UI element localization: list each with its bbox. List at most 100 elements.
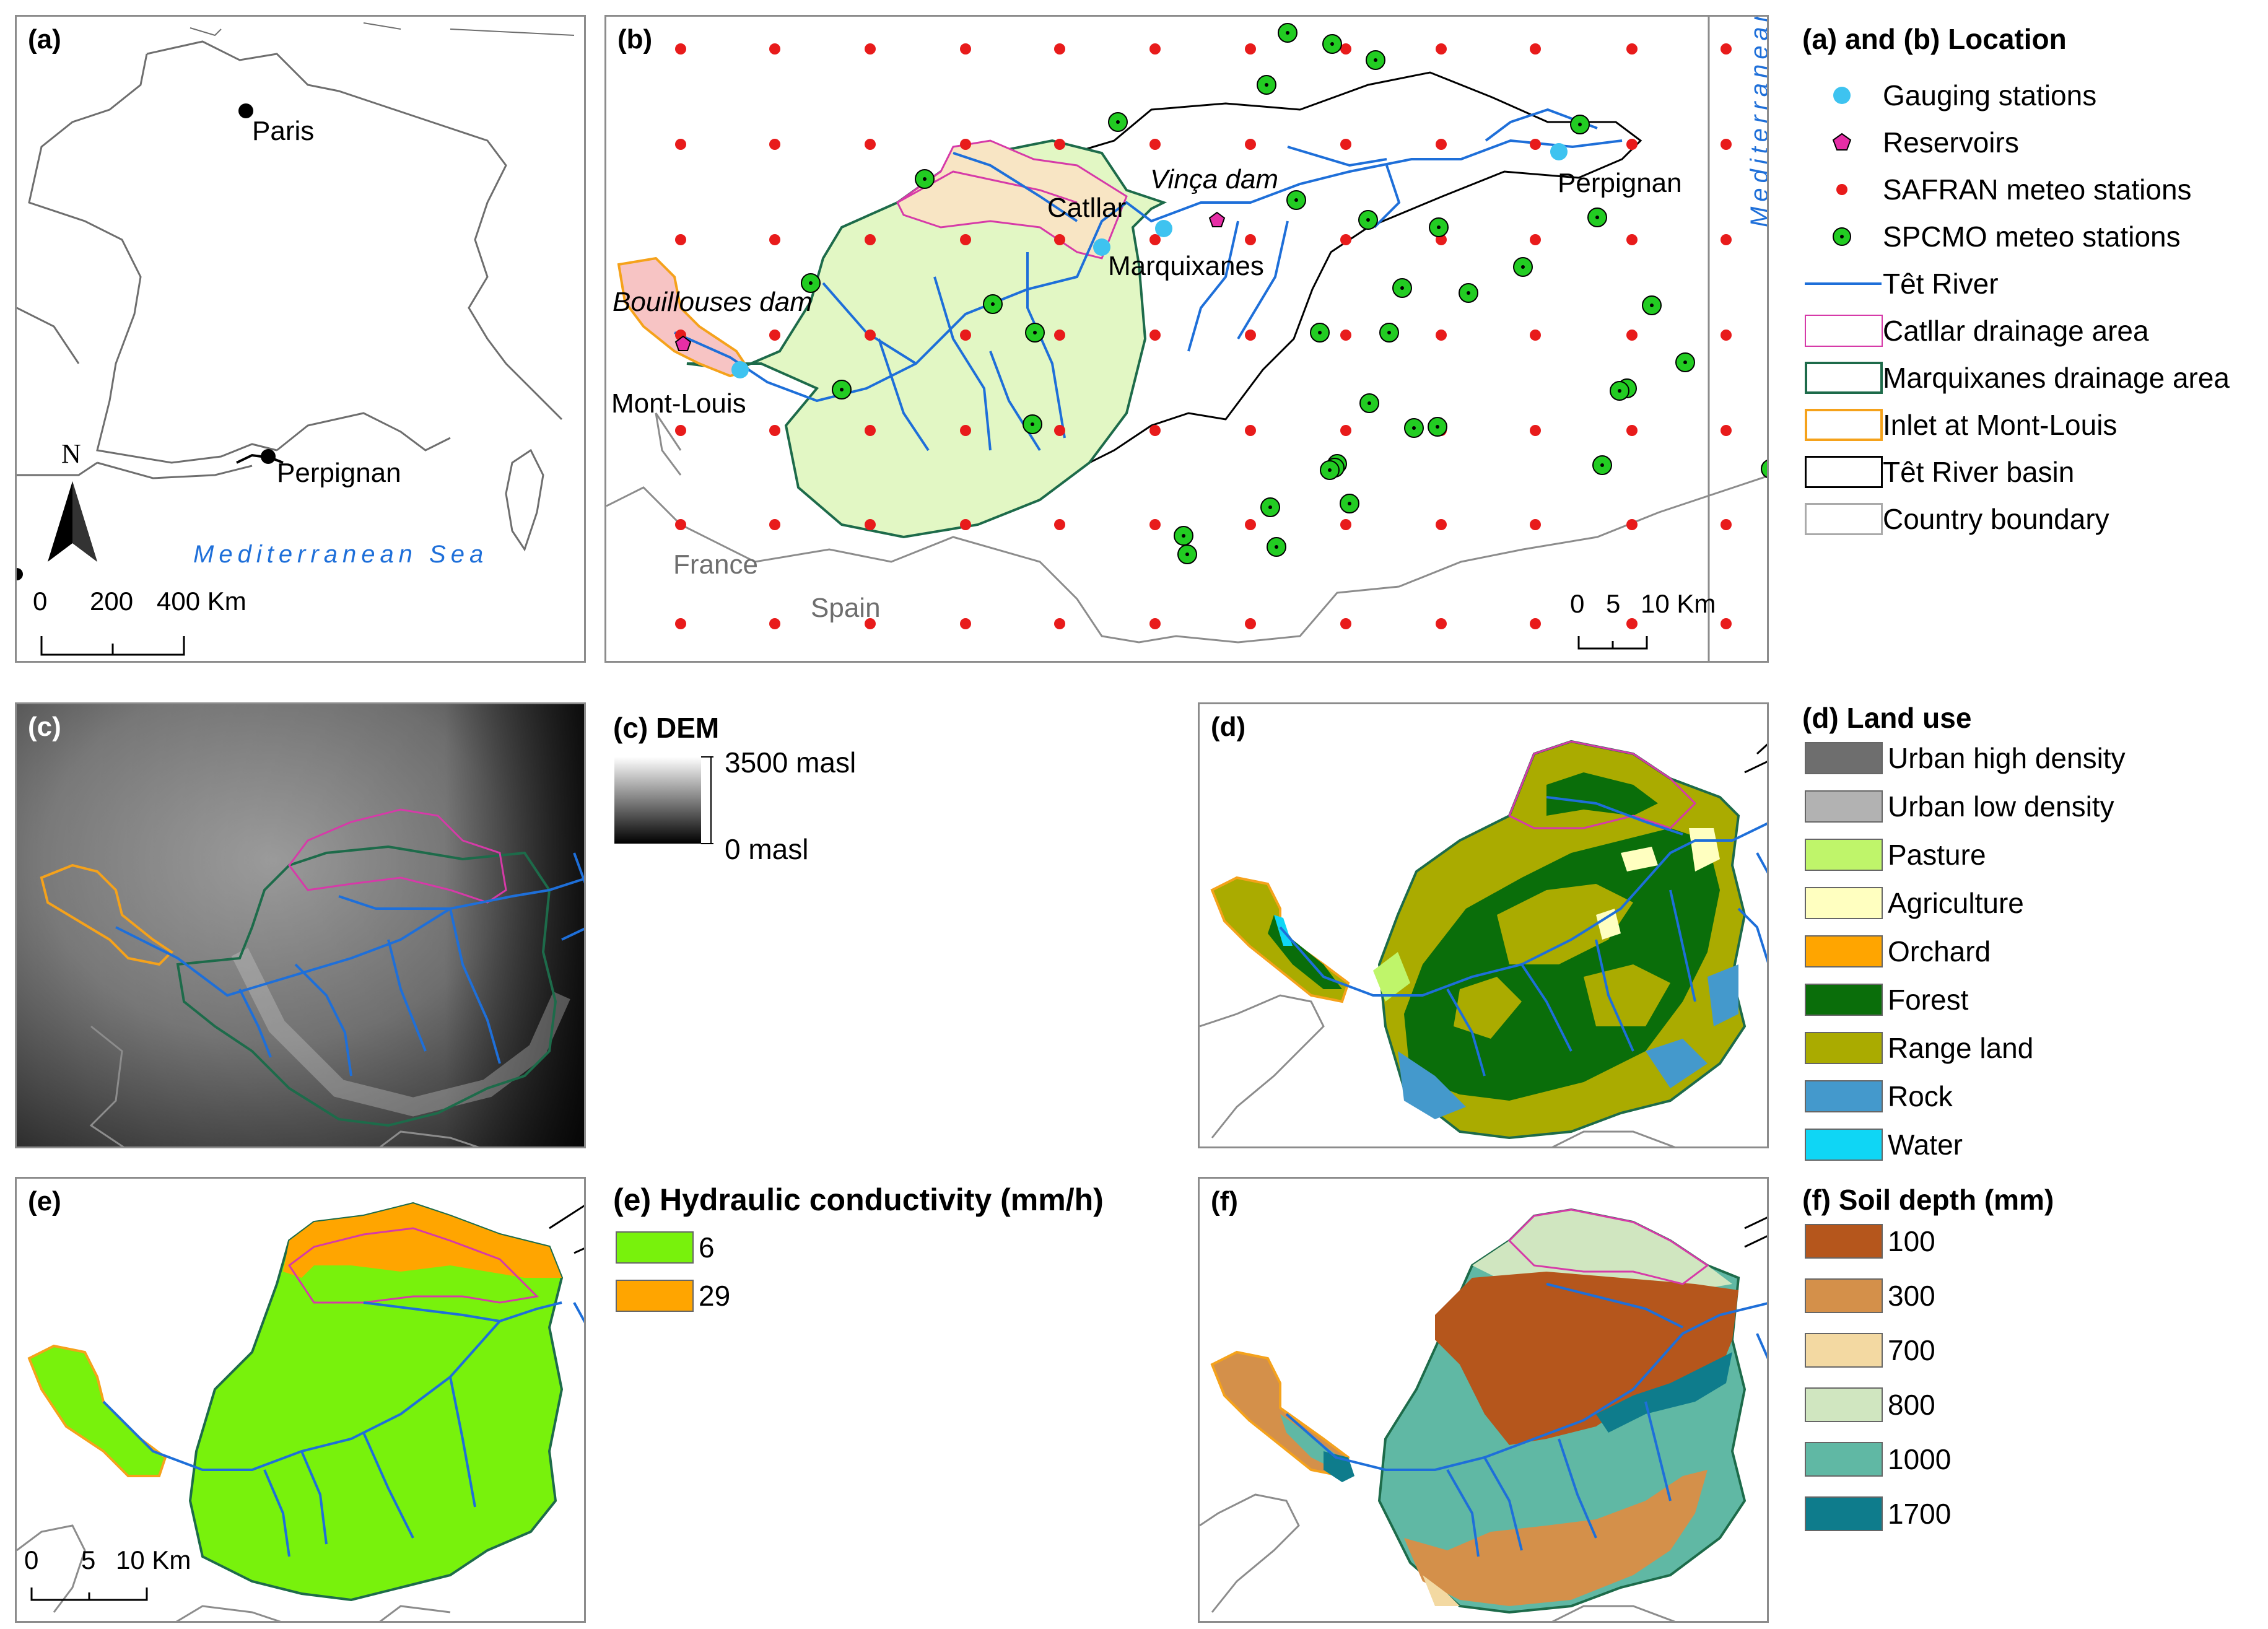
safran-station — [675, 43, 686, 55]
safran-station — [1149, 330, 1161, 341]
safran-station — [1149, 139, 1161, 150]
legend-label: Urban high density — [1888, 742, 2126, 774]
legend-label: Urban low density — [1888, 790, 2114, 823]
legend-item-inlet: Inlet at Mont-Louis — [1802, 406, 2117, 443]
legend-swatch — [1805, 887, 1883, 919]
scale-tick-0: 0 — [33, 587, 48, 616]
safran-station — [769, 234, 780, 245]
river-network — [1285, 1283, 1767, 1557]
scale-bar — [1577, 636, 1648, 650]
safran-station — [1721, 139, 1732, 150]
safran-station — [769, 330, 780, 341]
safran-station — [1721, 234, 1732, 245]
safran-station — [1436, 139, 1447, 150]
legend-swatch — [1805, 839, 1883, 871]
safran-station — [1340, 330, 1351, 341]
safran-station — [865, 519, 876, 530]
legend-item-catllar: Catllar drainage area — [1802, 312, 2149, 349]
legend-swatch — [1805, 1032, 1883, 1064]
safran-station — [865, 330, 876, 341]
spcmo-station — [1459, 283, 1478, 303]
safran-station — [1149, 234, 1161, 245]
safran-station — [960, 519, 971, 530]
panel-f-soil-depth-map: (f) — [1198, 1177, 1769, 1623]
legend-label: Range land — [1888, 1032, 2034, 1064]
safran-station — [1436, 519, 1447, 530]
legend-swatch — [616, 1280, 694, 1312]
safran-station — [1149, 618, 1161, 629]
paris-label: Paris — [252, 116, 315, 146]
legend-hydraulic-conductivity: (e) Hydraulic conductivity (mm/h) 6 29 — [613, 1182, 1189, 1343]
safran-station — [1721, 519, 1732, 530]
safran-station — [1721, 330, 1732, 341]
safran-station — [865, 139, 876, 150]
marquixanes-drainage-area — [686, 139, 1167, 539]
legend-label: Inlet at Mont-Louis — [1883, 409, 2118, 441]
scale-tick-1: 5 — [1606, 589, 1621, 618]
legend-label: 29 — [699, 1280, 731, 1312]
legend-item: Rock — [1802, 1078, 1953, 1115]
basin-map — [606, 17, 1767, 661]
legend-land-use: (d) Land use Urban high density Urban low… — [1802, 701, 2261, 1172]
spcmo-station — [1366, 50, 1385, 70]
legend-item: Orchard — [1802, 933, 1991, 970]
legend-location-title: (a) and (b) Location — [1802, 23, 2067, 55]
scale-tick-0: 0 — [1570, 589, 1585, 618]
safran-station — [1436, 330, 1447, 341]
spcmo-station — [915, 169, 935, 189]
panel-f-label: (f) — [1211, 1186, 1238, 1216]
safran-station — [675, 519, 686, 530]
safran-station — [675, 139, 686, 150]
safran-station — [1245, 425, 1256, 436]
legend-label: Têt River basin — [1883, 456, 2075, 488]
gauging-station-marquixanes — [1155, 220, 1172, 237]
spcmo-station — [832, 380, 852, 400]
panel-c-dem-map: (c) — [15, 702, 586, 1148]
legend-item: Agriculture — [1802, 884, 2024, 922]
panel-a-label: (a) — [28, 24, 61, 55]
spcmo-station — [1359, 393, 1379, 413]
legend-label: Forest — [1888, 984, 1969, 1016]
france-label: France — [673, 549, 758, 580]
spcmo-station — [1675, 352, 1695, 372]
france-outline — [17, 22, 575, 656]
legend-soil-depth: (f) Soil depth (mm) 100 300 700 800 1000 1700 — [1802, 1183, 2261, 1604]
scale-tick-2: 10 Km — [116, 1545, 191, 1574]
safran-station — [769, 43, 780, 55]
safran-station — [1245, 519, 1256, 530]
legend-item-tet-river: Têt River — [1802, 265, 1999, 302]
safran-station — [769, 519, 780, 530]
legend-swatch — [1805, 1496, 1883, 1531]
river-network — [115, 852, 584, 1077]
safran-station — [1721, 618, 1732, 629]
safran-station — [1721, 425, 1732, 436]
safran-station — [1340, 139, 1351, 150]
legend-item: 29 — [613, 1277, 730, 1314]
conductivity-raster — [17, 1202, 584, 1621]
legend-swatch — [1805, 984, 1883, 1016]
legend-label: 1000 — [1888, 1443, 1952, 1475]
soil-depth-raster — [1200, 1208, 1767, 1621]
legend-label: Orchard — [1888, 935, 1991, 967]
legend-label: 300 — [1888, 1280, 1935, 1312]
spcmo-station — [1570, 115, 1590, 134]
spcmo-station — [1428, 417, 1447, 437]
safran-station — [1245, 139, 1256, 150]
legend-item: Urban low density — [1802, 788, 2114, 825]
dem-colorbar — [614, 757, 701, 844]
panel-e-hydraulic-conductivity-map: (e) 0 5 10 Km — [15, 1177, 586, 1623]
legend-item-safran: SAFRAN meteo stations — [1802, 171, 2192, 208]
legend-item: Forest — [1802, 981, 1968, 1018]
safran-station — [1530, 330, 1541, 341]
legend-land-use-title: (d) Land use — [1802, 702, 1972, 734]
spcmo-station — [1322, 34, 1342, 54]
mont-louis-label: Mont-Louis — [611, 388, 746, 419]
safran-station — [1245, 330, 1256, 341]
safran-station — [1054, 330, 1065, 341]
spcmo-station — [1610, 381, 1629, 401]
legend-item: 700 — [1802, 1332, 1935, 1369]
safran-station — [960, 618, 971, 629]
safran-station — [960, 43, 971, 55]
scale-tick-2: 400 Km — [157, 587, 246, 616]
perpignan-marker — [261, 449, 276, 464]
